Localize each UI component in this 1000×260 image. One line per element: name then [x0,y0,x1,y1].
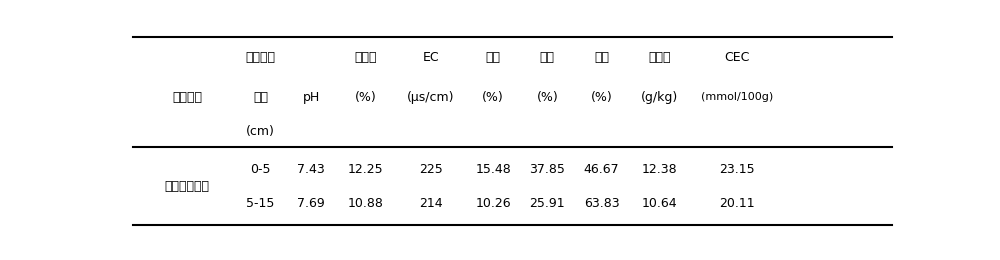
Text: 46.67: 46.67 [584,163,619,176]
Text: 23.15: 23.15 [719,163,755,176]
Text: 225: 225 [419,163,443,176]
Text: (cm): (cm) [246,125,275,138]
Text: 5-15: 5-15 [246,197,275,210]
Text: 早成土之壤土: 早成土之壤土 [164,180,210,193]
Text: 粉粒: 粉粒 [540,51,555,64]
Text: 12.38: 12.38 [642,163,678,176]
Text: 25.91: 25.91 [530,197,565,210]
Text: 214: 214 [419,197,443,210]
Text: 15.48: 15.48 [475,163,511,176]
Text: 10.88: 10.88 [347,197,383,210]
Text: (g/kg): (g/kg) [641,91,678,104]
Text: EC: EC [423,51,439,64]
Text: (%): (%) [354,91,376,104]
Text: pH: pH [302,91,320,104]
Text: 土壤类型: 土壤类型 [172,91,202,104]
Text: (%): (%) [536,91,558,104]
Text: 砂粒: 砂粒 [594,51,609,64]
Text: 7.69: 7.69 [297,197,325,210]
Text: 含水率: 含水率 [354,51,376,64]
Text: 采样深度: 采样深度 [246,51,276,64]
Text: (μs/cm): (μs/cm) [407,91,455,104]
Text: 10.26: 10.26 [475,197,511,210]
Text: 10.64: 10.64 [642,197,678,210]
Text: 划分: 划分 [253,91,268,104]
Text: (mmol/100g): (mmol/100g) [701,92,773,102]
Text: 20.11: 20.11 [719,197,755,210]
Text: 0-5: 0-5 [250,163,271,176]
Text: (%): (%) [482,91,504,104]
Text: 63.83: 63.83 [584,197,619,210]
Text: CEC: CEC [725,51,750,64]
Text: 37.85: 37.85 [529,163,565,176]
Text: 7.43: 7.43 [297,163,325,176]
Text: 12.25: 12.25 [347,163,383,176]
Text: 粘粒: 粘粒 [486,51,501,64]
Text: (%): (%) [591,91,612,104]
Text: 有机质: 有机质 [649,51,671,64]
